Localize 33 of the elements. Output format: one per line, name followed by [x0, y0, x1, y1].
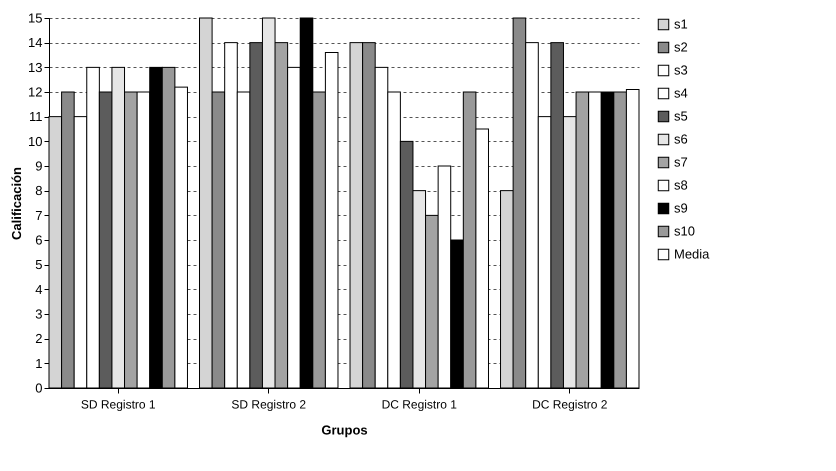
y-tick-label: 7 [35, 208, 42, 223]
legend-label: s8 [674, 178, 688, 192]
legend-label: s2 [674, 40, 688, 54]
legend-label: s1 [674, 16, 688, 32]
y-tick-label: 4 [35, 282, 42, 297]
legend-label: s9 [674, 200, 688, 216]
y-tick-label: 5 [35, 257, 42, 272]
y-tick-label: 15 [28, 10, 42, 26]
x-tick-label: DC Registro 1 [382, 398, 458, 412]
y-tick-label: 10 [28, 134, 42, 149]
y-tick-label: 14 [28, 35, 42, 50]
legend-label: s6 [674, 132, 688, 146]
legend-label: s3 [674, 62, 688, 78]
y-tick-label: 3 [35, 306, 42, 322]
y-tick-label: 0 [35, 380, 42, 396]
y-tick-label: 13 [28, 60, 42, 75]
legend-label: s5 [674, 108, 688, 124]
x-tick-label: DC Registro 2 [532, 398, 608, 412]
x-axis-title: Grupos [321, 422, 368, 438]
legend-label: Media [674, 246, 710, 262]
legend-label: s7 [674, 154, 688, 170]
y-tick-label: 1 [35, 356, 42, 371]
y-tick-label: 8 [35, 183, 42, 198]
legend-label: s10 [674, 224, 695, 238]
x-tick-label: SD Registro 1 [80, 398, 156, 412]
y-tick-label: 2 [35, 331, 42, 346]
y-tick-label: 11 [29, 109, 42, 124]
y-tick-label: 12 [28, 84, 42, 100]
y-axis-title: Calificación [9, 166, 24, 240]
y-tick-label: 9 [35, 158, 42, 174]
y-tick-label: 6 [35, 232, 42, 248]
legend-label: s4 [674, 86, 688, 100]
x-tick-label: SD Registro 2 [231, 398, 306, 412]
